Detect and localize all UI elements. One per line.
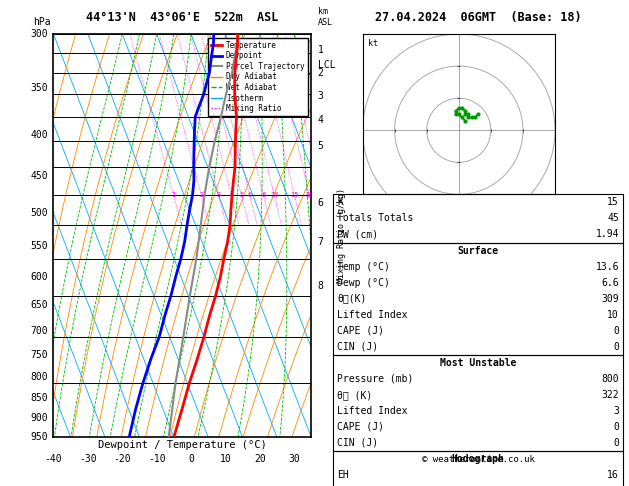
- Text: 700: 700: [31, 326, 48, 335]
- Text: 850: 850: [31, 394, 48, 403]
- Text: 15: 15: [290, 192, 299, 198]
- Text: 0: 0: [188, 453, 194, 464]
- Text: 300: 300: [31, 29, 48, 39]
- Text: 0: 0: [613, 326, 619, 336]
- Text: Lifted Index: Lifted Index: [337, 310, 408, 320]
- Text: θᴇ(K): θᴇ(K): [337, 294, 367, 304]
- Text: 2: 2: [318, 68, 323, 78]
- Text: 16: 16: [607, 470, 619, 480]
- Text: CAPE (J): CAPE (J): [337, 326, 384, 336]
- Text: 15: 15: [607, 197, 619, 208]
- Text: 3: 3: [613, 406, 619, 416]
- Text: Pressure (mb): Pressure (mb): [337, 374, 413, 384]
- Text: 350: 350: [31, 83, 48, 93]
- Text: LCL: LCL: [318, 60, 335, 70]
- Text: 3: 3: [216, 192, 221, 198]
- Text: 13.6: 13.6: [596, 261, 619, 272]
- Text: 10: 10: [607, 310, 619, 320]
- Text: 900: 900: [31, 414, 48, 423]
- Text: 0: 0: [613, 438, 619, 448]
- Text: 44°13'N  43°06'E  522m  ASL: 44°13'N 43°06'E 522m ASL: [86, 11, 279, 24]
- Text: PW (cm): PW (cm): [337, 229, 378, 240]
- Text: 4: 4: [229, 192, 233, 198]
- Text: 400: 400: [31, 130, 48, 139]
- Text: -30: -30: [79, 453, 97, 464]
- Text: 4: 4: [318, 115, 323, 125]
- Text: 450: 450: [31, 171, 48, 181]
- Text: -20: -20: [113, 453, 131, 464]
- Text: -10: -10: [148, 453, 165, 464]
- Text: 30: 30: [288, 453, 300, 464]
- Text: 600: 600: [31, 272, 48, 281]
- Text: 0: 0: [613, 422, 619, 432]
- Text: Dewp (°C): Dewp (°C): [337, 278, 390, 288]
- Text: 1: 1: [318, 45, 323, 55]
- Text: 10: 10: [270, 192, 279, 198]
- Text: CIN (J): CIN (J): [337, 438, 378, 448]
- Text: Most Unstable: Most Unstable: [440, 358, 516, 368]
- Text: Mixing Ratio (g/kg): Mixing Ratio (g/kg): [337, 188, 345, 283]
- Text: 8: 8: [261, 192, 265, 198]
- Text: 20: 20: [254, 453, 265, 464]
- Text: Totals Totals: Totals Totals: [337, 213, 413, 224]
- Text: 5: 5: [239, 192, 243, 198]
- Text: EH: EH: [337, 470, 349, 480]
- Text: 20: 20: [305, 192, 313, 198]
- Text: 27.04.2024  06GMT  (Base: 18): 27.04.2024 06GMT (Base: 18): [375, 11, 581, 24]
- Text: kt: kt: [369, 39, 378, 48]
- Text: Lifted Index: Lifted Index: [337, 406, 408, 416]
- Text: Surface: Surface: [457, 245, 499, 256]
- Text: 650: 650: [31, 299, 48, 310]
- Text: Temp (°C): Temp (°C): [337, 261, 390, 272]
- Text: 322: 322: [601, 390, 619, 400]
- Text: 1: 1: [171, 192, 175, 198]
- Text: θᴇ (K): θᴇ (K): [337, 390, 372, 400]
- Text: CAPE (J): CAPE (J): [337, 422, 384, 432]
- Text: 10: 10: [220, 453, 231, 464]
- Text: 309: 309: [601, 294, 619, 304]
- Text: 550: 550: [31, 241, 48, 251]
- Text: km
ASL: km ASL: [318, 7, 333, 27]
- Text: 3: 3: [318, 91, 323, 101]
- Text: 0: 0: [613, 342, 619, 352]
- Text: 5: 5: [318, 141, 323, 151]
- Text: -40: -40: [45, 453, 62, 464]
- Text: Hodograph: Hodograph: [452, 454, 504, 464]
- Text: 7: 7: [318, 237, 323, 247]
- Text: CIN (J): CIN (J): [337, 342, 378, 352]
- Legend: Temperature, Dewpoint, Parcel Trajectory, Dry Adiabat, Wet Adiabat, Isotherm, Mi: Temperature, Dewpoint, Parcel Trajectory…: [208, 38, 308, 116]
- Text: 8: 8: [318, 281, 323, 291]
- Text: 1.94: 1.94: [596, 229, 619, 240]
- Text: 6: 6: [318, 198, 323, 208]
- Text: K: K: [337, 197, 343, 208]
- Text: 800: 800: [31, 372, 48, 382]
- Text: 45: 45: [607, 213, 619, 224]
- Text: 950: 950: [31, 433, 48, 442]
- Text: 6.6: 6.6: [601, 278, 619, 288]
- X-axis label: Dewpoint / Temperature (°C): Dewpoint / Temperature (°C): [98, 440, 267, 450]
- Text: 2: 2: [199, 192, 203, 198]
- Text: 500: 500: [31, 208, 48, 218]
- Text: 750: 750: [31, 349, 48, 360]
- Text: hPa: hPa: [33, 17, 50, 27]
- Text: © weatheronline.co.uk: © weatheronline.co.uk: [421, 455, 535, 464]
- Text: 800: 800: [601, 374, 619, 384]
- Text: 6: 6: [248, 192, 252, 198]
